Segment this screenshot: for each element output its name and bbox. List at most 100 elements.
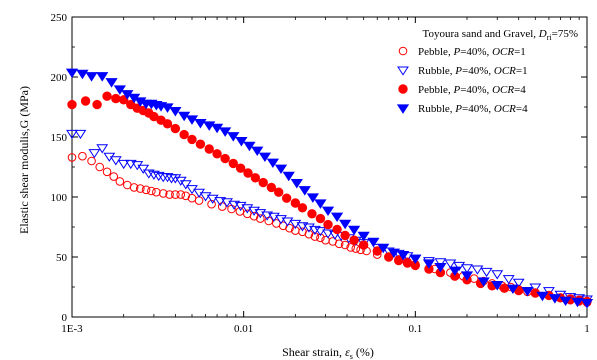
legend-title: Toyoura sand and Gravel, Dri=75% xyxy=(423,28,578,42)
data-point xyxy=(460,271,474,281)
data-point xyxy=(471,265,484,275)
legend-label: Pebble, P=40%, OCR=1 xyxy=(418,46,526,58)
data-point xyxy=(314,227,327,237)
data-point xyxy=(297,203,308,213)
data-point xyxy=(384,252,394,262)
data-point xyxy=(285,223,294,233)
data-point xyxy=(80,96,91,106)
data-point xyxy=(204,144,214,154)
data-point xyxy=(162,119,173,129)
legend-label: Rubble, P=40%, OCR=1 xyxy=(418,65,528,77)
data-point xyxy=(290,178,303,189)
plot-frame xyxy=(71,16,588,318)
data-point xyxy=(491,280,504,291)
data-point xyxy=(161,173,174,183)
data-point xyxy=(67,153,77,162)
data-point xyxy=(165,190,174,199)
data-point xyxy=(113,85,126,95)
data-point xyxy=(194,196,204,205)
data-point xyxy=(129,183,139,192)
data-point xyxy=(315,213,326,224)
data-point xyxy=(137,164,150,174)
data-point xyxy=(152,171,165,182)
data-point xyxy=(212,149,222,159)
data-point xyxy=(307,209,317,219)
data-point xyxy=(491,270,504,280)
data-point xyxy=(96,72,109,82)
data-point xyxy=(158,189,168,198)
data-point xyxy=(422,259,436,269)
data-point xyxy=(214,197,227,207)
x-tick-label: 1E-3 xyxy=(61,323,83,335)
x-axis-label-subscript: s xyxy=(350,352,353,360)
data-point xyxy=(227,132,240,142)
data-point xyxy=(169,106,182,117)
data-point xyxy=(321,206,335,217)
data-point xyxy=(499,283,510,293)
data-point xyxy=(397,250,410,261)
data-point xyxy=(235,136,248,147)
data-point xyxy=(480,267,493,278)
data-point xyxy=(117,159,130,170)
data-point xyxy=(281,217,294,227)
data-point xyxy=(219,127,232,137)
series-3 xyxy=(67,91,592,307)
y-axis-ticks: 0 50 100 150 200 250 xyxy=(51,12,587,324)
data-point xyxy=(111,93,121,104)
data-point xyxy=(228,200,241,210)
data-point xyxy=(185,115,199,125)
data-point xyxy=(296,222,309,232)
legend: Toyoura sand and Gravel, Dri=75% Pebble, … xyxy=(396,28,578,115)
x-axis-label-symbol: ε xyxy=(345,345,350,359)
data-point xyxy=(220,153,230,164)
data-point xyxy=(367,237,380,248)
data-point xyxy=(261,211,274,221)
data-point xyxy=(102,91,112,101)
data-point xyxy=(393,255,404,266)
y-tick-label: 50 xyxy=(56,252,68,264)
data-point xyxy=(306,193,319,203)
data-point xyxy=(85,72,98,82)
data-point xyxy=(169,174,182,184)
data-point xyxy=(340,230,350,241)
legend-marker xyxy=(398,46,408,56)
series-2 xyxy=(66,129,593,305)
x-tick-label: 0.01 xyxy=(234,323,253,335)
legend-label: Rubble, P=40%, OCR=4 xyxy=(418,103,528,115)
y-tick-label: 200 xyxy=(51,72,68,84)
data-point xyxy=(521,286,534,297)
data-point xyxy=(66,129,78,140)
y-tick-label: 0 xyxy=(62,312,68,324)
data-point xyxy=(448,266,462,277)
data-point xyxy=(243,168,253,178)
data-point xyxy=(330,212,344,223)
data-point xyxy=(580,298,594,309)
x-axis-label: Shear strain, εs (%) xyxy=(282,345,374,360)
data-point xyxy=(512,278,525,288)
data-point xyxy=(409,254,422,265)
legend-item: Pebble, P=40%, OCR=1 xyxy=(398,46,526,58)
data-point xyxy=(444,259,457,269)
series-1 xyxy=(67,151,592,307)
data-point xyxy=(258,152,272,163)
data-point xyxy=(194,118,207,129)
data-point xyxy=(256,214,265,223)
legend-marker xyxy=(397,66,409,76)
x-tick-label: 0.1 xyxy=(408,323,422,335)
x-axis-label-unit: (%) xyxy=(353,345,374,359)
data-point xyxy=(310,232,320,241)
data-point xyxy=(548,294,562,304)
data-point xyxy=(340,240,350,250)
data-point xyxy=(377,243,390,254)
data-point xyxy=(74,129,87,140)
data-point xyxy=(434,262,447,273)
data-point xyxy=(235,163,246,173)
data-point xyxy=(304,229,314,239)
data-point xyxy=(323,219,333,230)
data-point xyxy=(266,158,280,169)
y-axis-label: Elastic shear modulis,G (MPa) xyxy=(17,86,31,234)
x-axis-label-text: Shear strain, xyxy=(282,345,345,359)
data-points xyxy=(65,68,594,309)
data-point xyxy=(92,99,102,110)
data-point xyxy=(96,144,109,154)
